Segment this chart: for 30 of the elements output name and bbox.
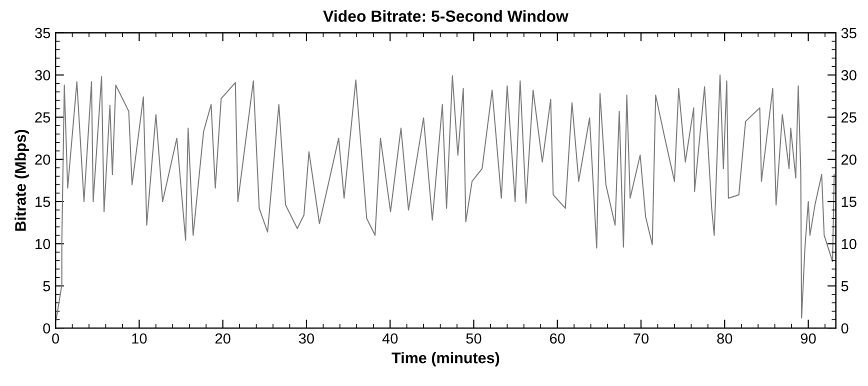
x-tick-label: 60 bbox=[550, 333, 565, 344]
x-tick-label: 10 bbox=[132, 333, 147, 344]
line-series bbox=[56, 74, 835, 322]
x-tick-label: 70 bbox=[634, 333, 649, 344]
x-tick-label: 90 bbox=[800, 333, 816, 344]
y2-tick-label: 20 bbox=[841, 154, 856, 165]
x-axis-title: Time (minutes) bbox=[392, 352, 500, 366]
x-tick-label: 80 bbox=[717, 333, 732, 344]
y2-tick-label: 10 bbox=[842, 238, 856, 250]
y-tick-label: 15 bbox=[36, 196, 50, 207]
y-tick-label: 20 bbox=[35, 154, 50, 165]
y-tick-label: 10 bbox=[36, 238, 50, 250]
y-tick-label: 30 bbox=[35, 70, 50, 80]
y2-tick-label: 5 bbox=[841, 281, 848, 292]
y-tick-label: 0 bbox=[43, 323, 50, 334]
x-tick-label: 40 bbox=[382, 333, 398, 344]
chart-title: Video Bitrate: 5-Second Window bbox=[323, 10, 568, 22]
y2-tick-label: 15 bbox=[842, 196, 856, 207]
y2-tick-label: 0 bbox=[841, 323, 848, 334]
x-tick-label: 50 bbox=[466, 333, 482, 344]
x-tick-label: 30 bbox=[298, 333, 314, 344]
y-axis-title: Bitrate (Mbps) bbox=[14, 130, 29, 231]
y2-tick-label: 25 bbox=[841, 112, 856, 123]
y-tick-label: 35 bbox=[35, 28, 50, 38]
x-tick-label: 0 bbox=[52, 333, 60, 344]
y2-tick-label: 35 bbox=[841, 28, 856, 38]
y-tick-label: 25 bbox=[35, 112, 50, 123]
y-tick-label: 5 bbox=[43, 281, 50, 292]
y2-tick-label: 30 bbox=[841, 70, 856, 80]
x-tick-label: 20 bbox=[215, 333, 230, 344]
